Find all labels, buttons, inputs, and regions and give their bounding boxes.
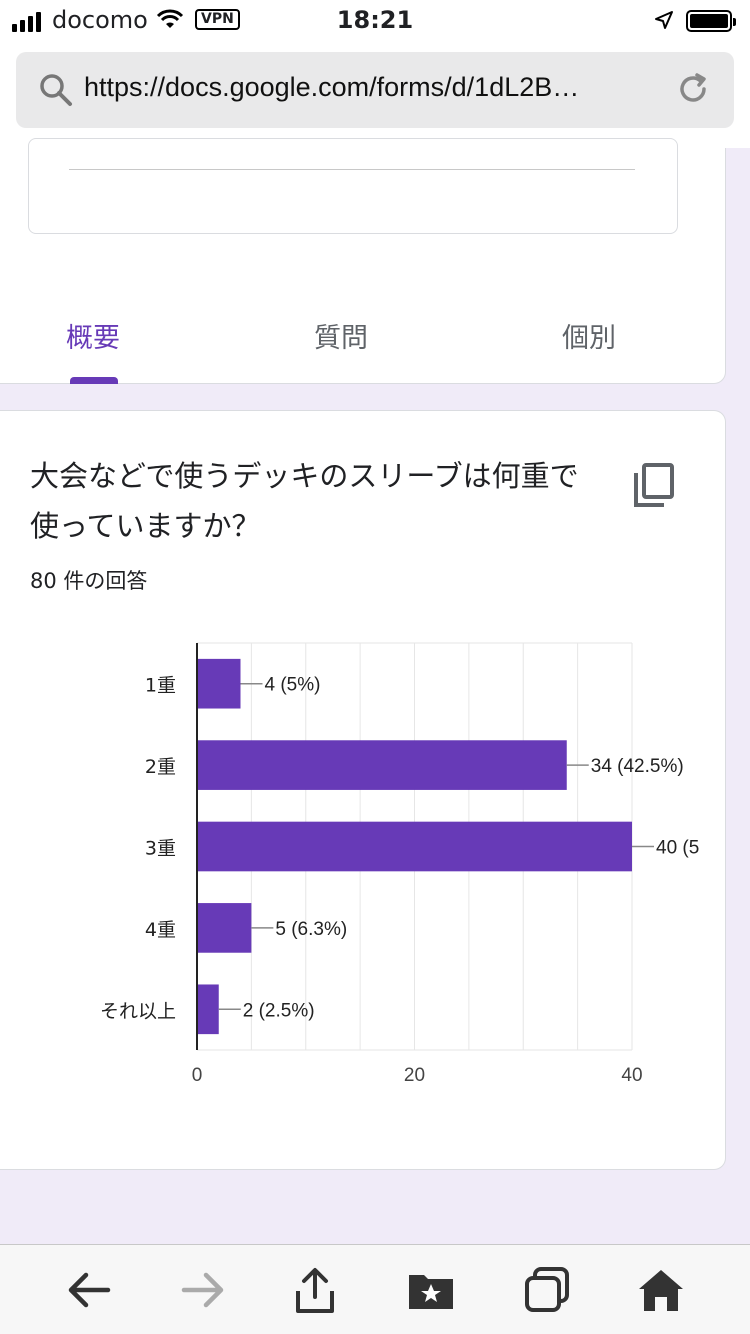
share-icon[interactable]	[290, 1265, 340, 1315]
browser-address-area: https://docs.google.com/forms/d/1dL2B…	[0, 40, 750, 148]
partial-input-field	[28, 138, 678, 234]
copy-chart-icon[interactable]	[632, 461, 676, 509]
search-icon	[40, 74, 72, 106]
status-bar: docomo VPN 18:21	[0, 0, 750, 40]
vpn-badge: VPN	[195, 9, 240, 30]
tabs-icon[interactable]	[522, 1265, 572, 1315]
home-icon[interactable]	[636, 1265, 686, 1315]
signal-strength-icon	[12, 12, 41, 32]
response-tabs: 概要 質問 個別	[0, 308, 716, 384]
back-arrow-icon[interactable]	[64, 1265, 114, 1315]
summary-header-card: 概要 質問 個別	[0, 138, 726, 384]
forward-arrow-icon[interactable]	[178, 1265, 228, 1315]
clock: 18:21	[336, 6, 414, 34]
tab-individual[interactable]: 個別	[562, 323, 616, 354]
carrier-name: docomo	[52, 6, 148, 34]
active-tab-indicator	[70, 377, 118, 384]
browser-toolbar	[0, 1244, 750, 1334]
tab-question[interactable]: 質問	[314, 323, 368, 354]
location-arrow-icon	[655, 11, 673, 29]
url-text[interactable]: https://docs.google.com/forms/d/1dL2B…	[84, 72, 580, 102]
wifi-icon	[156, 9, 184, 28]
reload-icon[interactable]	[674, 70, 712, 108]
question-title: 大会などで使うデッキのスリーブは何重で使っていますか？	[30, 459, 579, 543]
bookmarks-icon[interactable]	[406, 1265, 456, 1315]
question-summary-card: 大会などで使うデッキのスリーブは何重で使っていますか？ 80 件の回答	[0, 410, 726, 1170]
battery-icon	[686, 10, 736, 32]
address-bar[interactable]: https://docs.google.com/forms/d/1dL2B…	[16, 52, 734, 128]
response-count: 80 件の回答	[30, 569, 148, 593]
tab-summary[interactable]: 概要	[66, 323, 120, 354]
